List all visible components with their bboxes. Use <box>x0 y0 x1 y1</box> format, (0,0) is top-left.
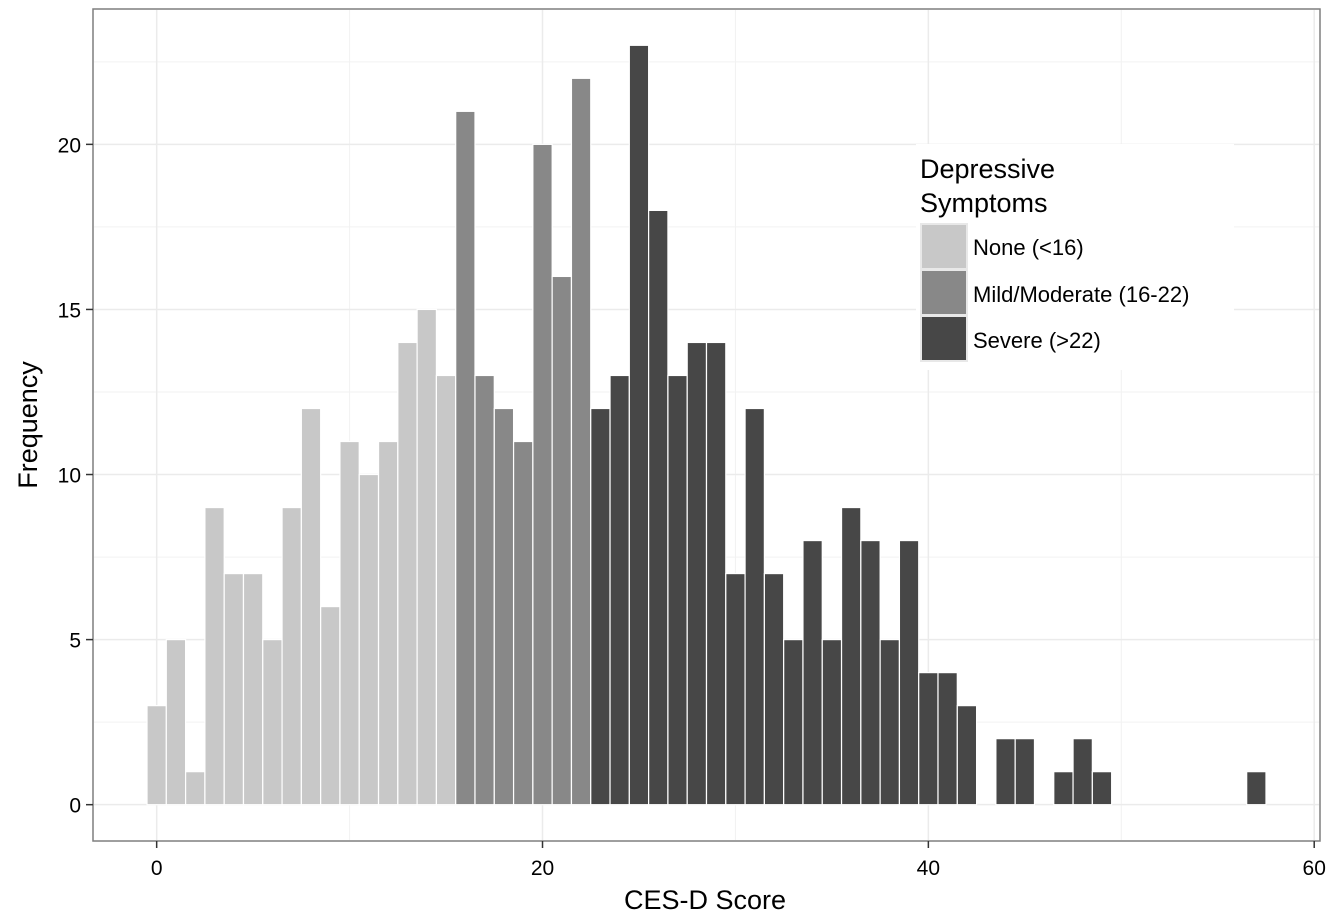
bar <box>242 572 264 806</box>
bar <box>783 639 804 806</box>
bar <box>860 539 881 806</box>
bar <box>898 539 920 806</box>
bar <box>493 407 515 806</box>
bar <box>995 738 1016 806</box>
legend-key-none <box>920 223 968 270</box>
y-tick-label: 20 <box>58 134 81 157</box>
bar <box>840 506 862 806</box>
bar <box>879 639 901 806</box>
bars <box>146 44 1267 806</box>
bar <box>1014 738 1036 806</box>
legend-key-severe <box>920 315 968 362</box>
bar <box>339 440 360 806</box>
x-tick-label: 60 <box>1303 857 1326 880</box>
y-axis-title: Frequency <box>13 361 43 489</box>
bar <box>648 209 669 806</box>
bar <box>455 110 476 806</box>
y-tick-label: 0 <box>69 795 81 818</box>
bar <box>512 440 534 806</box>
bar <box>165 639 187 806</box>
bar <box>435 374 457 806</box>
bar <box>223 572 245 806</box>
x-tick-label: 20 <box>531 857 554 880</box>
legend-background <box>916 144 1234 370</box>
bar <box>1053 771 1074 806</box>
bar <box>821 639 843 806</box>
legend-label-severe: Severe (>22) <box>973 328 1101 353</box>
bar <box>918 672 939 806</box>
bar <box>686 341 708 806</box>
bar <box>204 506 225 806</box>
bar <box>802 539 823 806</box>
bar <box>320 605 341 806</box>
bar <box>474 374 495 806</box>
legend-title-line-1: Depressive <box>920 154 1055 184</box>
bar <box>667 374 688 806</box>
bar <box>146 705 167 806</box>
axis-ticks: 0 20 40 60 0 5 10 15 20 <box>58 134 1326 880</box>
x-tick-label: 40 <box>917 857 940 880</box>
bar <box>358 473 380 806</box>
y-tick-label: 5 <box>69 630 81 653</box>
legend-label-mild-moderate: Mild/Moderate (16-22) <box>973 282 1189 307</box>
legend-title-line-2: Symptoms <box>920 188 1048 218</box>
bar <box>590 407 611 806</box>
x-axis-title: CES-D Score <box>624 885 786 915</box>
bar <box>532 143 553 806</box>
y-tick-label: 10 <box>58 465 81 488</box>
bar <box>416 308 438 806</box>
bar <box>185 771 206 806</box>
y-tick-label: 15 <box>58 299 81 322</box>
bar <box>551 275 573 806</box>
legend-label-none: None (<16) <box>973 235 1084 260</box>
x-tick-label: 0 <box>151 857 163 880</box>
legend-key-mild-moderate <box>920 269 968 316</box>
bar <box>1072 738 1093 806</box>
legend: Depressive Symptoms None (<16) Mild/Mode… <box>916 144 1234 370</box>
bar <box>763 572 785 806</box>
bar <box>570 77 592 806</box>
bar <box>956 705 978 806</box>
bar <box>281 506 302 806</box>
bar <box>1246 771 1267 806</box>
bar <box>609 374 630 806</box>
bar <box>705 341 727 806</box>
bar <box>1091 771 1113 806</box>
bar <box>397 341 418 806</box>
bar <box>262 639 283 806</box>
bar <box>937 672 958 806</box>
bar <box>377 440 399 806</box>
bar <box>300 407 322 806</box>
bar <box>628 44 650 806</box>
bar <box>744 407 765 806</box>
bar <box>725 572 746 806</box>
